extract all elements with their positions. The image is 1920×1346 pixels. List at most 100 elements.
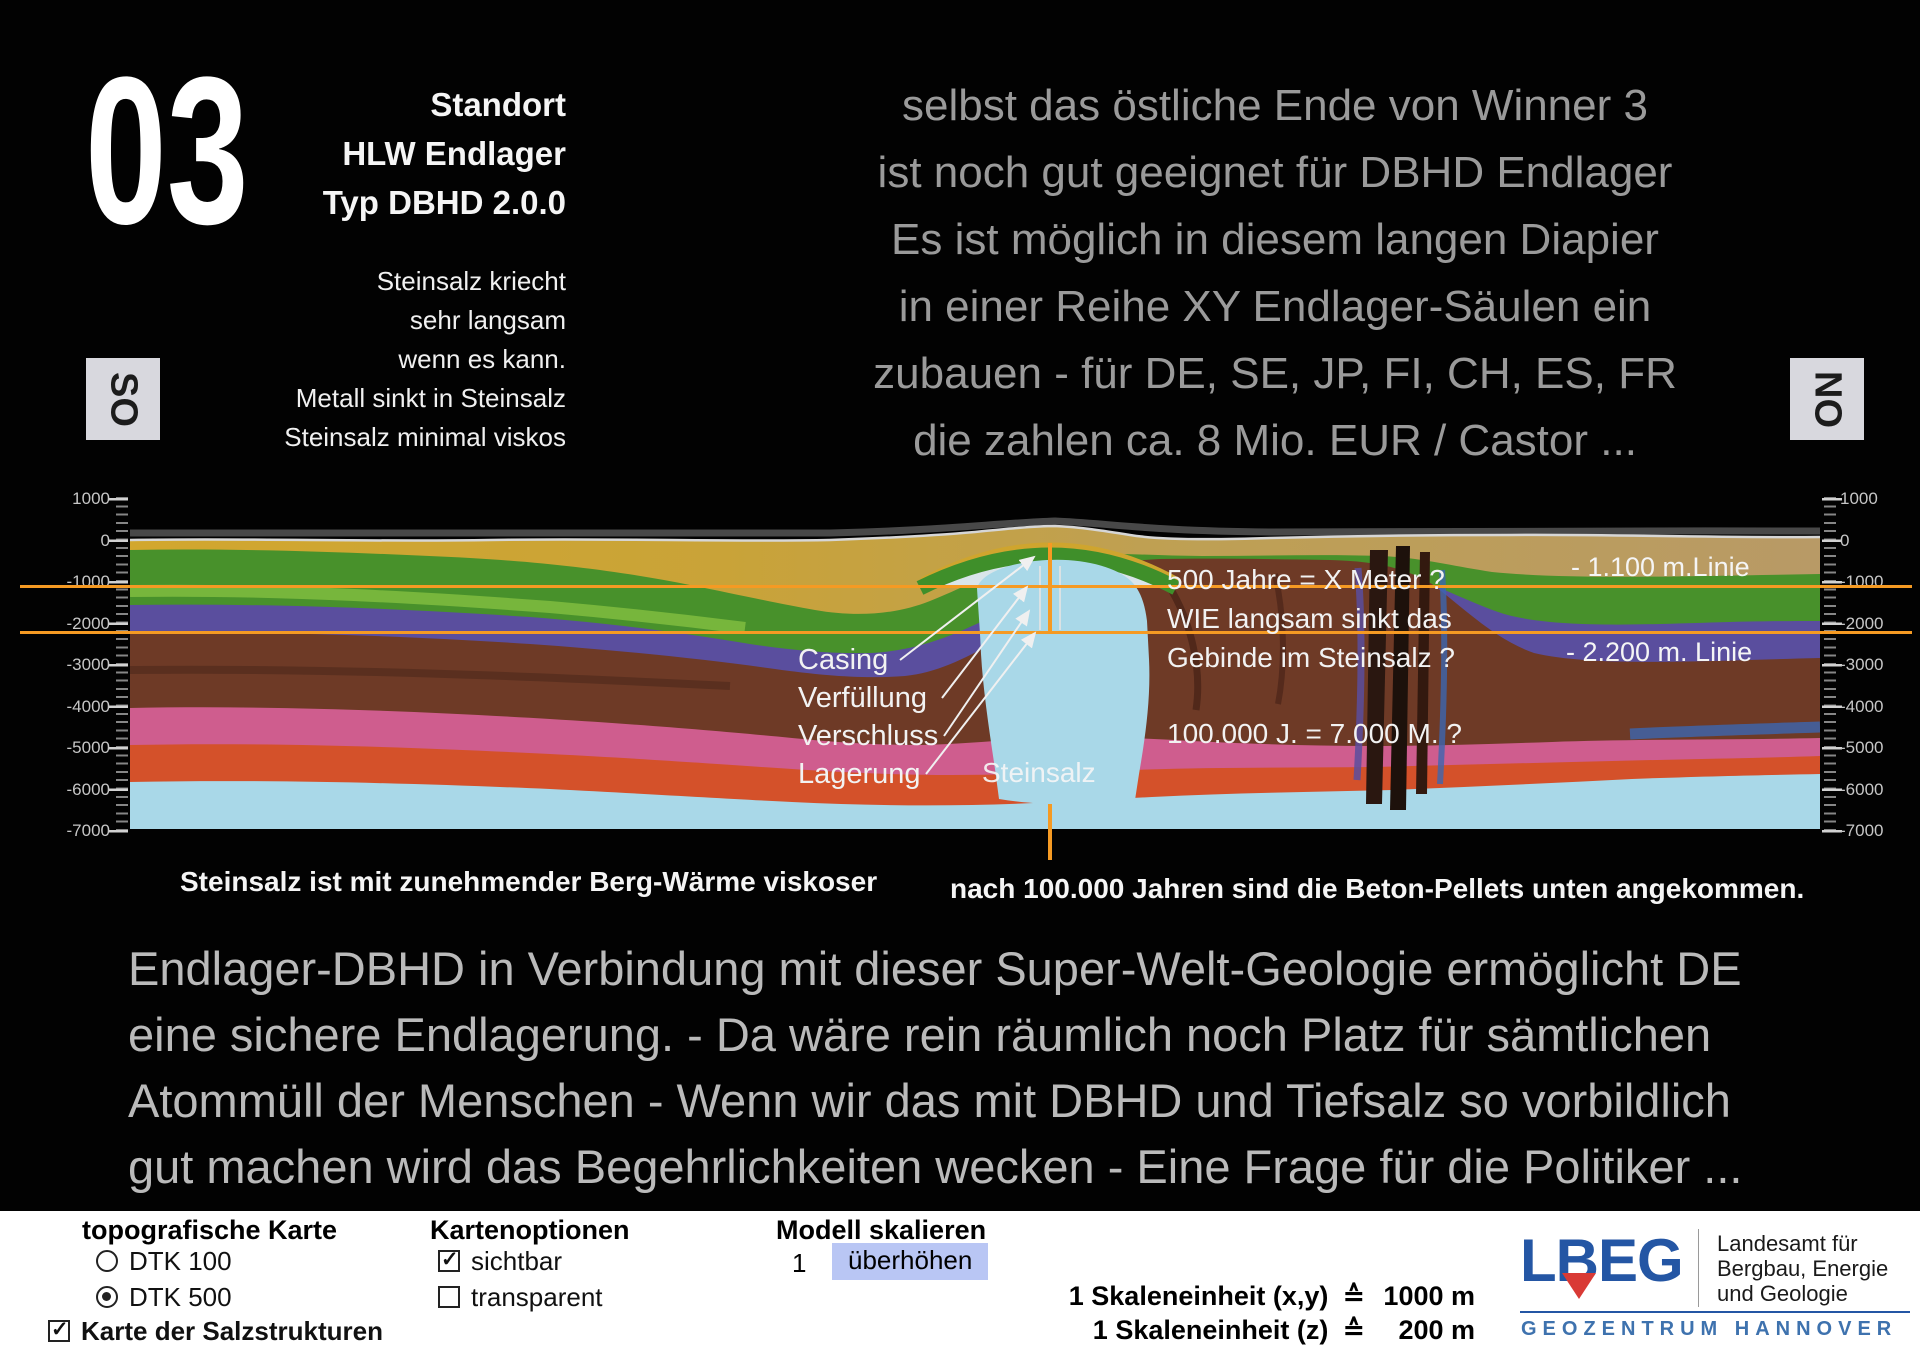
body-line: gut machen wird das Begehrlichkeiten wec…: [128, 1140, 1743, 1193]
line-2200-label: - 2.200 m. Linie: [1566, 637, 1753, 667]
intro-paragraph: selbst das östliche Ende von Winner 3 is…: [700, 72, 1850, 474]
steinsalz-label: Steinsalz: [982, 757, 1096, 788]
title-line: HLW Endlager: [342, 135, 566, 172]
surface: [129, 517, 1821, 542]
intro-line: ist noch gut geeignet für DBHD Endlager: [877, 148, 1673, 197]
question-line: 500 Jahre = X Meter ?: [1167, 564, 1445, 595]
corresponds-symbol: ≙: [1342, 1281, 1365, 1312]
radio-dtk100[interactable]: DTK 100: [96, 1245, 232, 1276]
depth-tick-label: -5000: [1840, 738, 1884, 757]
body-line: Atommüll der Menschen - Wenn wir das mit…: [128, 1074, 1731, 1127]
fault-band: [1416, 552, 1430, 794]
intro-line: zubauen - für DE, SE, JP, FI, CH, ES, FR: [873, 349, 1677, 398]
radio-dtk500-label: DTK 500: [129, 1281, 232, 1312]
body-paragraph: Endlager-DBHD in Verbindung mit dieser S…: [128, 936, 1868, 1200]
checkbox-sichtbar-label: sichtbar: [471, 1245, 563, 1276]
radio-selected-icon[interactable]: [96, 1286, 118, 1308]
verschluss-label: Verschluss: [798, 720, 939, 752]
depth-tick-label: -7000: [1840, 821, 1884, 840]
depth-tick-label: -3000: [66, 655, 110, 674]
note-line: wenn es kann.: [398, 344, 566, 374]
scale-value: 1: [792, 1248, 807, 1278]
corresponds-symbol: ≙: [1342, 1315, 1365, 1346]
title-line: Typ DBHD 2.0.0: [322, 184, 566, 221]
checkbox-sichtbar[interactable]: sichtbar: [438, 1245, 563, 1276]
caption-viscosity: Steinsalz ist mit zunehmender Berg-Wärme…: [180, 866, 878, 897]
brown-streak: [1272, 573, 1286, 705]
fault-streak-purple: [1353, 567, 1365, 781]
depth-tick-label: -3000: [1840, 655, 1884, 674]
depth-tick-label: -4000: [66, 697, 110, 716]
intro-line: Es ist möglich in diesem langen Diapier: [891, 215, 1659, 264]
fault-band: [1390, 546, 1410, 810]
scale-xy-value: 1000 m: [1383, 1281, 1475, 1311]
slide-number: 03: [85, 33, 249, 268]
depth-tick-label: 0: [100, 531, 110, 550]
checkbox-transparent-label: transparent: [471, 1281, 603, 1312]
blue-streak-right: [1629, 721, 1821, 740]
radio-dtk500[interactable]: DTK 500: [96, 1281, 232, 1312]
lbeg-logo: LBEG Landesamt für Bergbau, Energie und …: [1520, 1229, 1888, 1307]
casing-label: Casing: [798, 644, 889, 676]
scale-z-label: 1 Skaleneinheit (z): [1092, 1315, 1329, 1345]
lbeg-triangle-icon: [1562, 1273, 1596, 1299]
caption-pellets: nach 100.000 Jahren sind die Beton-Pelle…: [950, 873, 1805, 904]
radio-unselected-icon[interactable]: [96, 1250, 118, 1272]
line-1100-label: - 1.100 m.Linie: [1571, 552, 1750, 582]
sink-question-2: 100.000 J. = 7.000 M. ?: [1167, 718, 1462, 749]
body-line: Endlager-DBHD in Verbindung mit dieser S…: [128, 942, 1742, 995]
map-options-title: Kartenoptionen: [430, 1215, 630, 1245]
layer-rocksalt: [130, 774, 1820, 829]
checkbox-unchecked-icon[interactable]: [438, 1286, 460, 1308]
depth-tick-label: -1000: [66, 572, 110, 591]
brown-streak: [129, 665, 731, 690]
lbeg-acronym: LBEG: [1520, 1227, 1684, 1294]
ueberhoehen-button[interactable]: überhöhen: [832, 1243, 989, 1280]
radio-dtk100-label: DTK 100: [129, 1245, 232, 1276]
checkbox-salzstrukturen[interactable]: Karte der Salzstrukturen: [48, 1316, 383, 1346]
depth-tick-label: -5000: [66, 738, 110, 757]
depth-tick-label: 0: [1840, 531, 1850, 550]
depth-tick-label: -1000: [1840, 572, 1884, 591]
sink-question-block: 500 Jahre = X Meter ? WIE langsam sinkt …: [1167, 560, 1455, 677]
note-line: Steinsalz minimal viskos: [284, 422, 566, 452]
fault-band: [1366, 550, 1388, 804]
verfuellung-label: Verfüllung: [798, 682, 927, 714]
note-line: sehr langsam: [409, 305, 566, 335]
fault-streak-blue: [1437, 569, 1448, 785]
model-viewport[interactable]: [129, 488, 1821, 863]
logo-divider: [1698, 1229, 1699, 1307]
title-line: Standort: [430, 86, 566, 123]
question-line: Gebinde im Steinsalz ?: [1167, 642, 1455, 673]
depth-tick-label: -6000: [1840, 780, 1884, 799]
depth-tick-label: 1000: [1840, 489, 1878, 508]
note-line: Steinsalz kriecht: [376, 266, 566, 296]
intro-line: in einer Reihe XY Endlager-Säulen ein: [898, 282, 1652, 331]
depth-line-1100m: [20, 585, 1912, 588]
layer-green-light: [129, 584, 746, 634]
body-line: eine sichere Endlagerung. - Da wäre rein…: [128, 1008, 1712, 1061]
fault-zone: [1353, 546, 1448, 810]
depth-tick-label: -2000: [1840, 614, 1884, 633]
checkbox-transparent[interactable]: transparent: [438, 1281, 603, 1312]
question-line: WIE langsam sinkt das: [1167, 603, 1452, 634]
depth-line-2200m: [20, 631, 1912, 634]
checkbox-checked-icon[interactable]: [438, 1247, 460, 1272]
left-depth-ruler-major: [108, 498, 128, 834]
lbeg-wordmark: LBEG: [1520, 1229, 1692, 1301]
brown-streak: [1162, 578, 1202, 711]
depth-tick-label: 1000: [72, 489, 110, 508]
model-scale-title: Modell skalieren: [776, 1215, 987, 1245]
intro-line: selbst das östliche Ende von Winner 3: [902, 81, 1648, 130]
scale-unit-xy: 1 Skaleneinheit (x,y) ≙ 1000 m: [1069, 1281, 1475, 1312]
topo-section-title: topografische Karte: [82, 1215, 338, 1245]
checkbox-checked-icon[interactable]: [48, 1317, 70, 1342]
orientation-label-so: SO: [86, 358, 160, 440]
logo-rule: [1520, 1311, 1910, 1313]
org-name: Landesamt für Bergbau, Energie und Geolo…: [1717, 1229, 1888, 1306]
scale-unit-z: 1 Skaleneinheit (z) ≙ 200 m: [1093, 1315, 1475, 1346]
note-line: Metall sinkt in Steinsalz: [295, 383, 566, 413]
geology-cross-section: [129, 517, 1821, 860]
depth-tick-label: -6000: [66, 780, 110, 799]
orientation-label-no: NO: [1790, 358, 1864, 440]
